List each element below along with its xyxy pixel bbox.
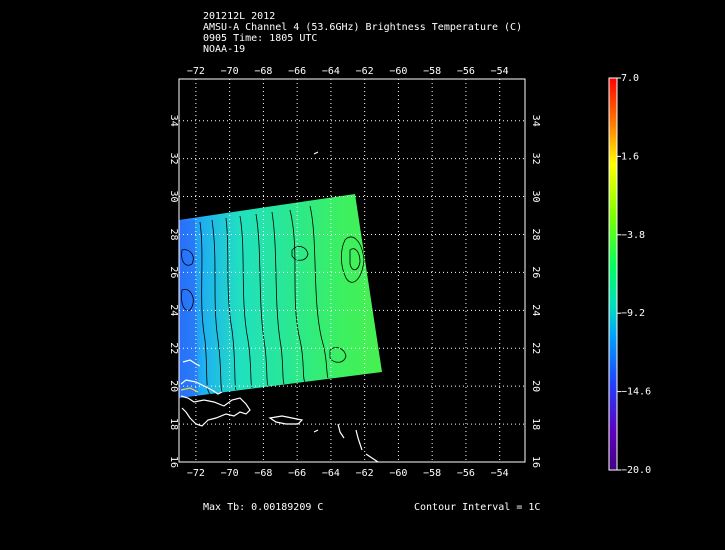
swath-cold-edge	[179, 220, 198, 398]
lon-tick-label: −72	[187, 468, 205, 479]
map-header: 201212L 2012 AMSU-A Channel 4 (53.6GHz) …	[203, 11, 522, 55]
lat-tick-label: 24	[530, 304, 541, 316]
colorbar-label: −20.0	[621, 465, 651, 476]
lat-tick-label: 20	[168, 380, 179, 392]
lon-tick-label: −60	[389, 468, 407, 479]
product-title: AMSU-A Channel 4 (53.6GHz) Brightness Te…	[203, 22, 523, 33]
lat-tick-label: 26	[168, 266, 179, 278]
colorbar-label: 7.0	[621, 73, 639, 84]
lat-tick-label: 28	[168, 228, 179, 240]
lat-tick-label: 22	[530, 342, 541, 354]
lat-tick-label: 16	[530, 456, 541, 468]
lon-tick-label: −68	[254, 468, 272, 479]
lat-tick-label: 24	[168, 304, 179, 316]
storm-id-year: 201212L 2012	[203, 11, 276, 22]
observation-time: 0905 Time: 1805 UTC	[203, 33, 318, 44]
lon-tick-label: −58	[423, 468, 441, 479]
amsu-swath	[179, 194, 382, 398]
lat-tick-label: 32	[530, 153, 541, 165]
lat-tick-label: 16	[168, 456, 179, 468]
lat-tick-label: 34	[168, 115, 179, 127]
lon-tick-label: −54	[491, 468, 509, 479]
lon-tick-label: −56	[457, 66, 475, 77]
lon-tick-label: −62	[356, 66, 374, 77]
lon-tick-label: −66	[288, 468, 306, 479]
colorbar-label: −9.2	[621, 308, 645, 319]
lat-tick-label: 20	[530, 380, 541, 392]
lat-tick-label: 26	[530, 266, 541, 278]
lon-tick-label: −54	[491, 66, 509, 77]
colorbar-label: −14.6	[621, 387, 651, 398]
max-tb-label: Max Tb: 0.00189209 C	[203, 502, 324, 513]
satellite-name: NOAA-19	[203, 44, 246, 55]
lat-tick-label: 28	[530, 228, 541, 240]
contour-interval-label: Contour Interval = 1C	[414, 502, 541, 513]
lat-tick-label: 32	[168, 153, 179, 165]
lon-tick-label: −56	[457, 468, 475, 479]
lat-tick-label: 30	[168, 191, 179, 203]
lon-tick-label: −62	[356, 468, 374, 479]
colorbar-label: −3.8	[621, 230, 645, 241]
lat-lon-grid	[179, 79, 525, 463]
lat-tick-label: 18	[530, 418, 541, 430]
lat-tick-label: 22	[168, 342, 179, 354]
lon-tick-label: −64	[322, 468, 340, 479]
contour-lines	[181, 205, 365, 395]
lon-tick-label: −70	[221, 468, 239, 479]
colorbar-ticks: 7.0 1.6 −3.8 −9.2 −14.6 −20.0	[617, 73, 651, 476]
coastlines	[180, 151, 379, 463]
coast-highlight	[180, 387, 199, 393]
lon-tick-label: −66	[288, 66, 306, 77]
lon-tick-label: −64	[322, 66, 340, 77]
colorbar	[608, 77, 618, 471]
lon-tick-label: −72	[187, 66, 205, 77]
lat-tick-label: 30	[530, 191, 541, 203]
lon-tick-label: −58	[423, 66, 441, 77]
lon-tick-label: −60	[389, 66, 407, 77]
lon-tick-label: −70	[221, 66, 239, 77]
lat-tick-label: 34	[530, 115, 541, 127]
lat-tick-label: 18	[168, 418, 179, 430]
lon-tick-label: −68	[254, 66, 272, 77]
colorbar-label: 1.6	[621, 151, 639, 162]
axis-ticks: −72 −72 −70 −70 −68 −68 −66 −66 −64 −64 −62 −62 −60 −…	[168, 66, 541, 479]
